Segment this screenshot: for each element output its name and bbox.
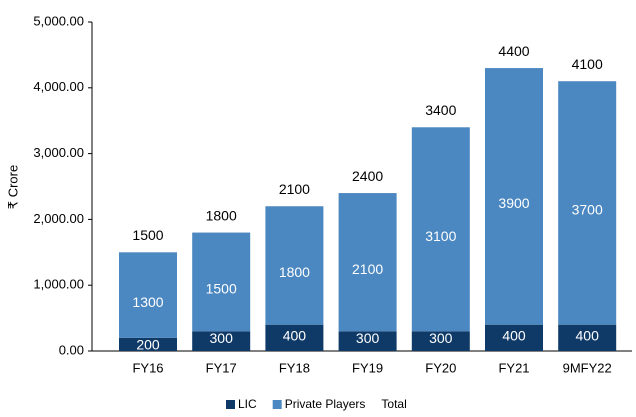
- value-label: 1500: [206, 281, 237, 297]
- bar-segment: [265, 206, 324, 325]
- bar-segment: [192, 232, 251, 332]
- bar-segment: [119, 252, 177, 338]
- x-tick-label: FY18: [279, 360, 310, 375]
- legend-swatch: [272, 400, 282, 409]
- value-label: 3900: [498, 195, 529, 211]
- value-label: 1300: [132, 294, 163, 310]
- y-tick-label: 0.00: [59, 342, 84, 357]
- total-label: 2400: [352, 168, 383, 184]
- total-label: 4100: [572, 56, 603, 72]
- y-tick-label: 5,000.00: [33, 13, 84, 28]
- bar-segment: [338, 331, 397, 351]
- value-label: 300: [356, 330, 380, 346]
- total-label: 2100: [279, 181, 310, 197]
- y-tick-label: 1,000.00: [33, 277, 84, 292]
- x-tick-label: FY16: [132, 360, 163, 375]
- x-tick-label: FY19: [352, 360, 383, 375]
- x-tick-label: FY21: [498, 360, 529, 375]
- bar-segment: [558, 324, 617, 351]
- y-tick-label: 4,000.00: [33, 79, 84, 94]
- value-label: 200: [136, 337, 160, 353]
- legend-label: LIC: [238, 397, 257, 411]
- total-label: 4400: [498, 43, 529, 59]
- bar-segment: [485, 68, 543, 325]
- value-label: 3700: [572, 202, 603, 218]
- y-tick-label: 3,000.00: [33, 145, 84, 160]
- total-label: 3400: [425, 102, 456, 118]
- legend-swatch: [226, 400, 235, 409]
- bar-segment: [338, 193, 397, 332]
- value-label: 300: [429, 330, 453, 346]
- bar-segment: [192, 331, 251, 351]
- y-tick-label: 2,000.00: [33, 211, 84, 226]
- legend-label: Total: [381, 397, 406, 411]
- x-tick-label: 9MFY22: [563, 360, 612, 375]
- value-label: 400: [576, 328, 600, 344]
- value-label: 400: [283, 328, 307, 344]
- legend-label: Private Players: [285, 397, 366, 411]
- value-label: 300: [210, 330, 234, 346]
- value-label: 3100: [425, 228, 456, 244]
- total-label: 1800: [206, 207, 237, 223]
- value-label: 1800: [279, 264, 310, 280]
- x-tick-label: FY20: [425, 360, 456, 375]
- bar-segment: [411, 331, 470, 351]
- bar-segment: [411, 127, 470, 332]
- bar-segment: [558, 81, 617, 325]
- bar-segment: [265, 324, 324, 351]
- total-label: 1500: [132, 227, 163, 243]
- value-label: 400: [502, 328, 526, 344]
- x-tick-label: FY17: [206, 360, 237, 375]
- bar-segment: [119, 337, 177, 351]
- y-axis-label: ₹ Crore: [5, 165, 20, 209]
- value-label: 2100: [352, 261, 383, 277]
- bar-segment: [485, 324, 543, 351]
